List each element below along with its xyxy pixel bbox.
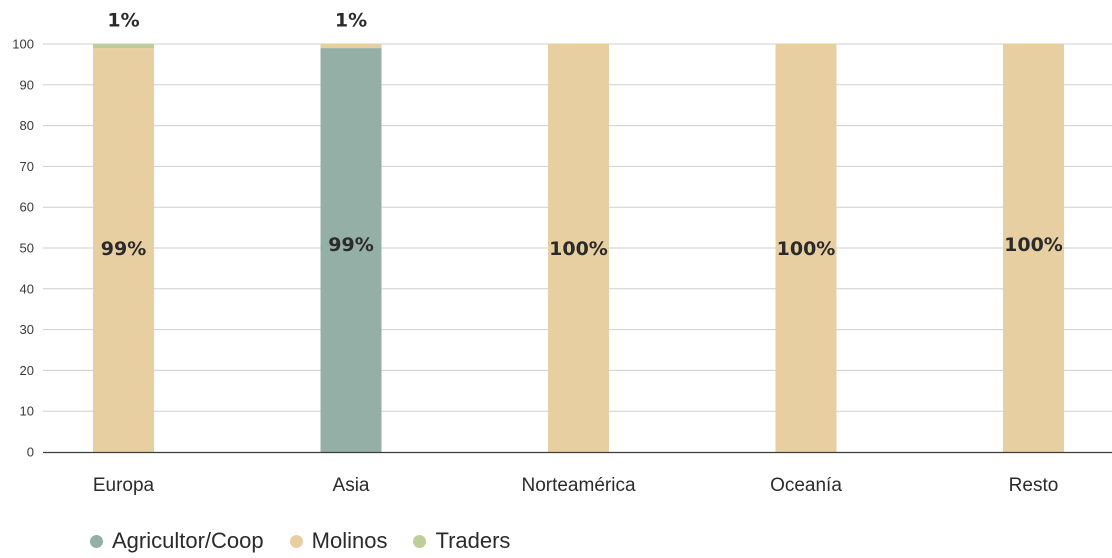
legend-item-agricultor-coop: Agricultor/Coop	[90, 528, 264, 554]
y-tick-label: 90	[20, 77, 34, 92]
legend-marker	[413, 534, 427, 548]
y-tick-label: 60	[20, 200, 34, 215]
legend-label: Agricultor/Coop	[112, 528, 264, 553]
data-label: 100%	[777, 238, 836, 260]
stacked-bar-chart: 0 10 20 30 40 50 60 70 80 90 100 Europa Asia Norteamé…	[12, 10, 1112, 496]
legend-marker	[90, 534, 103, 548]
bar-segment	[320, 48, 382, 453]
bar-segment	[93, 48, 154, 453]
legend-label: Traders	[435, 528, 511, 553]
data-label: 100%	[549, 238, 608, 260]
y-tick-label: 40	[20, 281, 34, 296]
legend: Agricultor/Coop Molinos Traders	[90, 528, 510, 554]
y-tick-label: 10	[20, 404, 34, 419]
bar-segment	[93, 44, 154, 49]
y-tick-label: 20	[20, 363, 34, 378]
y-tick-label: 0	[27, 445, 34, 460]
x-tick-label: Europa	[93, 475, 155, 496]
y-tick-label: 70	[20, 159, 34, 174]
x-tick-label: Norteamérica	[521, 475, 635, 496]
y-tick-label: 30	[20, 322, 34, 337]
y-tick-label: 50	[20, 241, 34, 256]
x-tick-label: Asia	[333, 475, 370, 496]
data-label: 1%	[107, 10, 139, 32]
x-tick-label: Oceanía	[770, 475, 842, 496]
legend-item-molinos: Molinos	[289, 528, 388, 554]
data-label: 1%	[335, 10, 367, 32]
bar-segment	[1003, 44, 1064, 452]
data-label: 99%	[101, 238, 146, 260]
y-tick-label: 80	[20, 118, 34, 133]
bar-segment	[775, 44, 837, 452]
legend-item-traders: Traders	[413, 528, 510, 554]
x-tick-label: Resto	[1009, 475, 1059, 496]
bar-segment	[320, 44, 382, 49]
y-tick-label: 100	[12, 37, 34, 52]
legend-label: Molinos	[311, 528, 388, 553]
bar-segment	[548, 44, 609, 452]
data-label: 99%	[328, 234, 373, 256]
legend-marker	[289, 534, 303, 548]
data-label: 100%	[1004, 234, 1063, 256]
